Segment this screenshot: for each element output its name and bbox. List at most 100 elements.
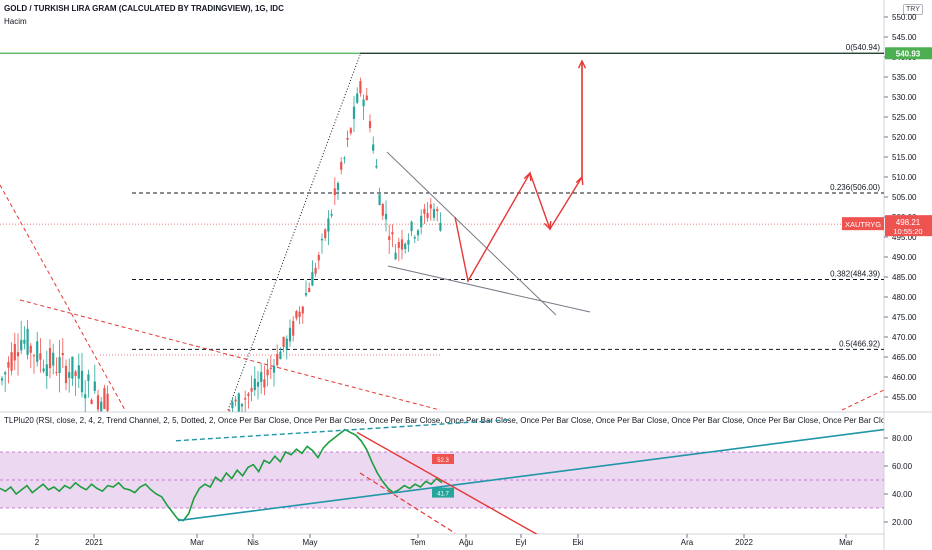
candle-body (13, 343, 16, 361)
candle-body (426, 213, 429, 218)
candle-body (0, 378, 4, 381)
candle-body (330, 213, 333, 216)
downtrend-line (19, 299, 441, 411)
candle-body (93, 381, 96, 391)
uptrend-line (841, 389, 884, 411)
top-price-tag-label: 540.93 (896, 49, 921, 58)
price-tick-label: 550.00 (892, 13, 917, 22)
candle-body (55, 372, 58, 374)
rsi-upper-badge-label: 52.3 (437, 458, 449, 464)
candle-body (432, 209, 436, 218)
rsi-dashed-trendline (359, 472, 456, 534)
candle-body (106, 393, 109, 411)
candle-body (285, 338, 288, 350)
candle-body (381, 204, 384, 216)
projection-arrowhead (523, 171, 532, 182)
projection-arrowhead (543, 220, 552, 231)
candle-body (320, 238, 324, 241)
candle-body (397, 242, 400, 248)
price-tick-label: 535.00 (892, 73, 917, 82)
downtrend-line (0, 184, 126, 411)
candle-body (29, 345, 32, 353)
price-pane: 0(540.94) 0.236(506.00) 0.382(484.39) 0.5(4… (0, 43, 884, 412)
candle-body (32, 355, 36, 357)
candle-body (301, 306, 304, 314)
candle-body (423, 208, 426, 214)
rsi-resistance-trendline (356, 431, 538, 534)
price-tick-label: 485.00 (892, 273, 917, 282)
volume-label: Hacim (4, 17, 27, 26)
rsi-upper-badge: 52.3 (432, 454, 454, 464)
time-tick-label: Eki (572, 538, 583, 547)
candle-body (74, 371, 77, 377)
wedge-lower-line (387, 265, 591, 313)
candle-body (410, 221, 413, 232)
candle-body (234, 399, 237, 402)
candle-body (324, 229, 327, 239)
candle-body (96, 395, 100, 410)
wedge-upper-line (386, 151, 557, 316)
price-tick-label: 470.00 (892, 333, 917, 342)
time-tick-label: 2 (35, 538, 40, 547)
fib-level-label: 0.382(484.39) (830, 269, 880, 278)
time-tick-label: Nis (247, 538, 259, 547)
candle-body (23, 339, 26, 344)
candle-body (416, 230, 420, 236)
price-tick-label: 465.00 (892, 353, 917, 362)
candle-body (292, 321, 295, 336)
price-tick-label: 515.00 (892, 153, 917, 162)
candle-body (276, 353, 279, 366)
price-tick-label: 545.00 (892, 33, 917, 42)
rsi-lower-badge: 41.7 (432, 487, 454, 498)
candle-body (36, 341, 39, 362)
candle-body (349, 128, 352, 134)
candle-body (26, 328, 29, 355)
price-tick-label: 490.00 (892, 253, 917, 262)
candles (0, 77, 442, 412)
price-tick-label: 520.00 (892, 133, 917, 142)
price-tick-label: 480.00 (892, 293, 917, 302)
candle-body (250, 388, 253, 392)
candle-body (237, 393, 240, 412)
candle-body (394, 252, 397, 260)
candle-body (77, 365, 80, 379)
price-tick-label: 455.00 (892, 393, 917, 402)
candle-body (247, 393, 250, 397)
candle-body (368, 121, 372, 129)
candle-body (84, 394, 87, 399)
candle-body (42, 368, 45, 372)
candle-body (333, 188, 336, 196)
candle-body (311, 272, 314, 286)
candle-body (100, 401, 103, 412)
candle-body (282, 336, 285, 347)
candle-body (231, 401, 234, 409)
candle-body (71, 356, 74, 379)
price-tick-label: 475.00 (892, 313, 917, 322)
price-tick-label: 495.00 (892, 233, 917, 242)
candle-body (384, 213, 388, 220)
time-tick-label: 2022 (735, 538, 753, 547)
candle-body (362, 99, 365, 107)
rsi-line (0, 428, 443, 522)
candle-body (378, 194, 381, 206)
rsi-tick-label: 40.00 (892, 490, 913, 499)
chart-title: GOLD / TURKISH LIRA GRAM (CALCULATED BY … (4, 4, 284, 13)
rsi-pane: 52.3 41.7 (0, 419, 884, 534)
candle-body (346, 137, 349, 140)
candle-body (20, 339, 23, 351)
time-tick-label: May (302, 538, 317, 547)
last-price-value: 498.21 (896, 218, 921, 227)
candle-body (7, 361, 10, 368)
rsi-lower-badge-label: 41.7 (437, 492, 449, 498)
candle-body (228, 409, 231, 411)
currency-button[interactable]: TRY (903, 4, 923, 15)
candle-body (336, 183, 340, 191)
candle-body (436, 209, 439, 212)
rsi-tick-label: 80.00 (892, 434, 913, 443)
candle-body (260, 372, 263, 383)
candle-body (407, 240, 410, 245)
time-tick-label: Ağu (459, 538, 473, 547)
price-tick-label: 525.00 (892, 113, 917, 122)
